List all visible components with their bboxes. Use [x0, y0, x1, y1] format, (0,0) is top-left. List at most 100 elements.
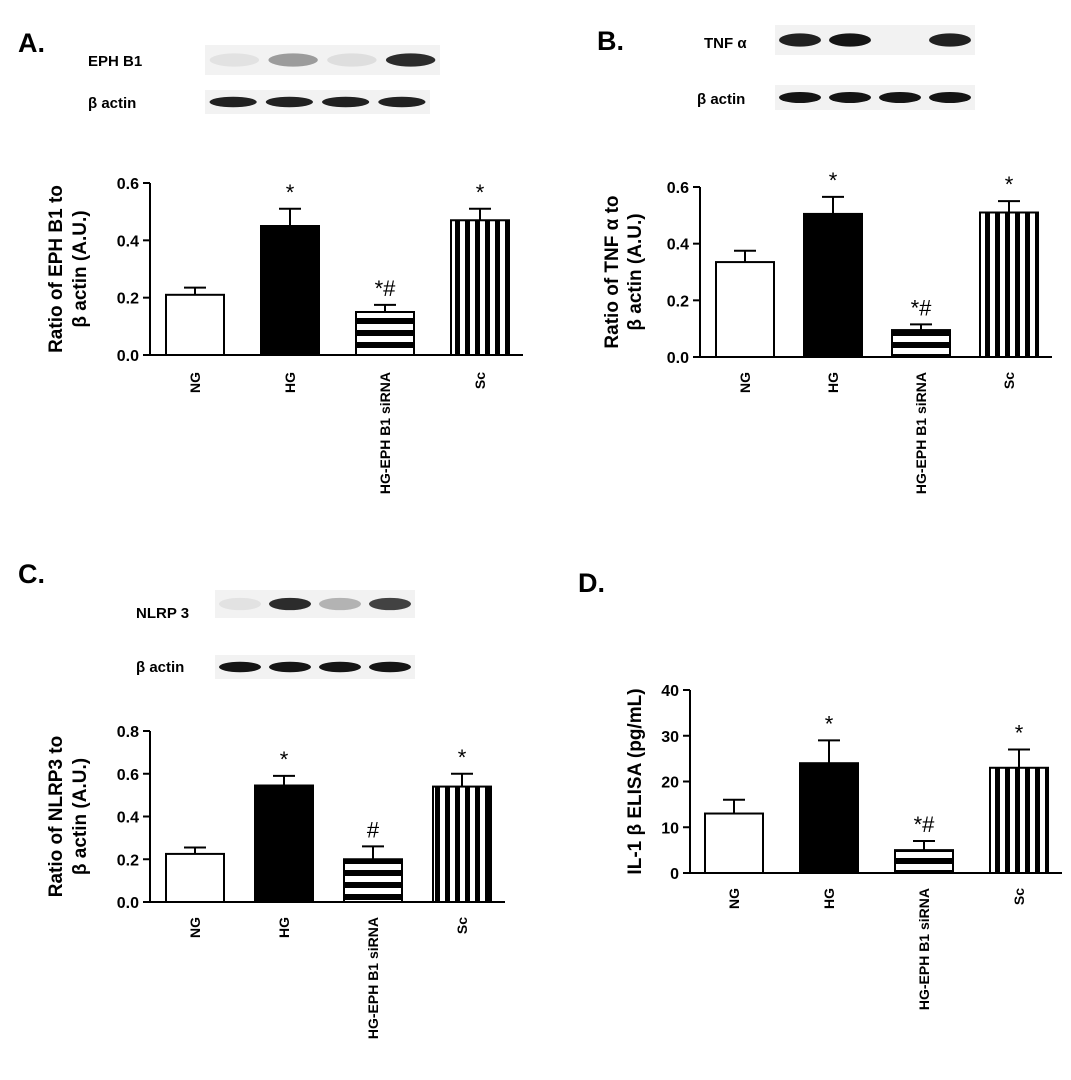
blot-band: [268, 53, 318, 67]
bar-1: [715, 261, 775, 359]
y-tick-label: 0.4: [117, 233, 139, 250]
y-axis-title: β actin (A.U.): [625, 213, 646, 330]
y-axis-title: Ratio of NLRP3 to: [46, 736, 67, 898]
category-label: NG: [737, 372, 753, 393]
y-tick-label: 0.6: [667, 180, 689, 197]
y-tick-label: 0.6: [117, 767, 139, 784]
bar-3: [355, 311, 415, 356]
y-tick-label: 0.4: [667, 237, 689, 254]
category-label: Sc: [1001, 372, 1017, 389]
category-label: NG: [187, 917, 203, 938]
panel-letter: A.: [18, 28, 45, 58]
y-axis-title: IL-1 β ELISA (pg/mL): [625, 688, 646, 874]
significance-mark: *: [825, 711, 834, 736]
blot-band: [209, 53, 260, 67]
bar-3: [343, 858, 403, 903]
y-axis-title: Ratio of EPH B1 to: [46, 185, 67, 353]
y-tick-label: 0.2: [117, 852, 139, 869]
panel-1: A. EPH B1 β actin 0.0 0.2 0.4 0.6 Ratio of EPH …: [18, 28, 523, 494]
bar-1: [165, 852, 225, 903]
significance-mark: *: [829, 168, 838, 193]
bar-4: [450, 219, 510, 356]
category-label: HG-EPH B1 siRNA: [916, 888, 932, 1010]
blot-strip: [775, 25, 975, 55]
blot-strip: [215, 590, 415, 618]
significance-mark: *#: [911, 295, 933, 320]
panel-letter: B.: [597, 26, 624, 56]
blot-strip: [775, 85, 975, 110]
blot-label: EPH B1: [88, 53, 142, 70]
significance-mark: *: [476, 180, 485, 205]
blot-band: [219, 661, 261, 673]
category-label: HG: [282, 372, 298, 393]
panel-letter: D.: [578, 568, 605, 598]
y-axis-title: β actin (A.U.): [70, 758, 91, 875]
category-label: HG: [276, 917, 292, 938]
bar-3: [894, 849, 954, 874]
bar-3: [891, 329, 951, 359]
blot-band: [269, 661, 311, 673]
bar-2: [799, 762, 859, 875]
blot-label: β actin: [88, 95, 136, 112]
category-label: Sc: [472, 372, 488, 389]
significance-mark: *: [458, 745, 467, 770]
blot-strip: [205, 90, 430, 114]
blot-band: [319, 661, 361, 673]
blot-band: [829, 33, 871, 47]
y-tick-label: 0.0: [117, 348, 139, 365]
blot-label: TNF α: [704, 35, 747, 52]
bar-1: [165, 293, 225, 356]
blot-label: β actin: [136, 659, 184, 676]
blot-band: [269, 597, 311, 611]
y-tick-label: 0.4: [117, 810, 139, 827]
bar-4: [979, 211, 1039, 358]
significance-mark: *: [286, 180, 295, 205]
significance-mark: #: [367, 817, 380, 842]
blot-label: NLRP 3: [136, 605, 189, 622]
blot-band: [879, 92, 921, 103]
y-axis-title: Ratio of TNF α to: [602, 195, 623, 348]
significance-mark: *#: [375, 276, 397, 301]
panel-3: C. NLRP 3 β actin 0.0 0.2 0.4 0.6 0.8 Ratio of N…: [18, 559, 505, 1039]
category-label: HG: [821, 888, 837, 909]
significance-mark: *: [1015, 720, 1024, 745]
category-label: Sc: [1011, 888, 1027, 905]
y-axis-title: β actin (A.U.): [70, 210, 91, 327]
significance-mark: *#: [914, 812, 936, 837]
blot-band: [369, 661, 411, 673]
bar-4: [432, 785, 492, 904]
blot-band: [378, 96, 426, 108]
blot-label: β actin: [697, 91, 745, 108]
category-label: Sc: [454, 917, 470, 934]
y-tick-label: 0.0: [117, 895, 139, 912]
y-tick-label: 10: [661, 820, 679, 837]
y-tick-label: 20: [661, 775, 679, 792]
y-tick-label: 40: [661, 683, 679, 700]
blot-band: [322, 96, 370, 108]
y-tick-label: 0.2: [117, 291, 139, 308]
category-label: HG-EPH B1 siRNA: [377, 372, 393, 494]
blot-band: [319, 597, 361, 611]
blot-band: [779, 92, 821, 103]
blot-strip: [215, 655, 415, 679]
category-label: NG: [726, 888, 742, 909]
y-tick-label: 0.2: [667, 293, 689, 310]
blot-band: [829, 92, 871, 103]
blot-band: [929, 92, 971, 103]
blot-band: [779, 33, 821, 47]
panel-letter: C.: [18, 559, 45, 589]
category-label: NG: [187, 372, 203, 393]
bar-1: [704, 812, 764, 875]
y-tick-label: 0: [670, 866, 679, 883]
category-label: HG: [825, 372, 841, 393]
blot-band: [265, 96, 313, 108]
blot-band: [219, 597, 261, 611]
blot-band: [929, 33, 971, 47]
panel-2: B. TNF α β actin 0.0 0.2 0.4 0.6 Ratio of TNF α…: [597, 25, 1052, 494]
blot-band: [209, 96, 257, 108]
bar-2: [260, 225, 320, 356]
category-label: HG-EPH B1 siRNA: [365, 917, 381, 1039]
significance-mark: *: [1005, 172, 1014, 197]
significance-mark: *: [280, 747, 289, 772]
blot-band: [369, 597, 411, 611]
